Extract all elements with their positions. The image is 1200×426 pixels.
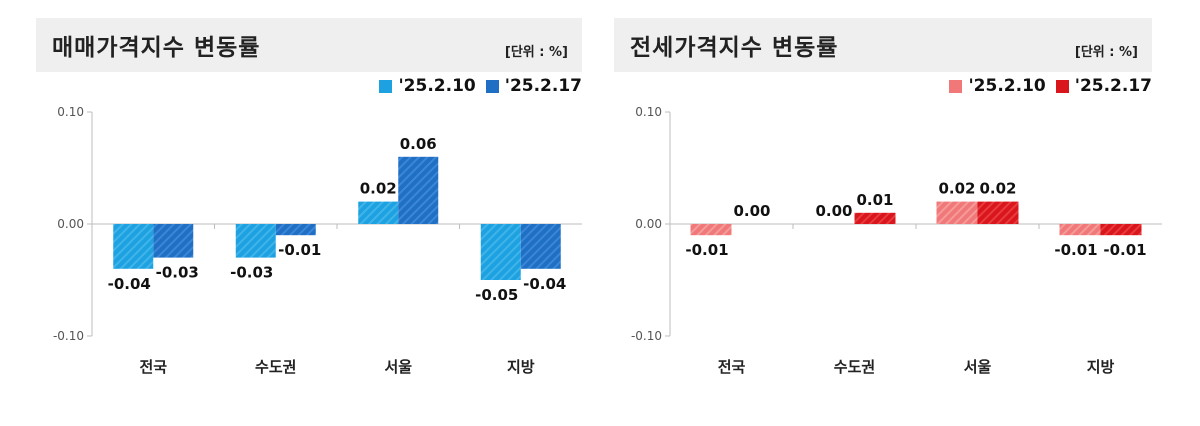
legend-item-series-2: '25.2.17	[485, 76, 582, 96]
bar-서울-series-1	[936, 201, 978, 224]
data-label: -0.01	[1054, 241, 1097, 259]
legend-swatch	[1055, 79, 1069, 93]
bar-전국-series-1	[690, 224, 732, 236]
data-label: -0.04	[523, 275, 566, 293]
category-label: 수도권	[834, 358, 875, 376]
data-label: 0.00	[733, 202, 770, 220]
bar-전국-series-2	[153, 224, 194, 258]
chart-title: 전세가격지수 변동률	[630, 35, 839, 61]
data-label: -0.04	[108, 275, 151, 293]
category-label: 전국	[139, 358, 167, 376]
jeonse-price-panel: 전세가격지수 변동률 [단위 : %] '25.2.10 '25.2.17 0.…	[612, 0, 1172, 426]
data-label: -0.01	[278, 241, 321, 259]
data-label: -0.03	[156, 264, 199, 282]
bar-수도권-series-2	[275, 224, 316, 236]
legend-label: '25.2.17	[1074, 76, 1152, 96]
data-label: -0.03	[230, 264, 273, 282]
legend-swatch	[949, 79, 963, 93]
legend-swatch	[379, 79, 393, 93]
bar-서울-series-2	[398, 156, 439, 224]
y-tick-label: 0.10	[57, 105, 84, 119]
chart-title: 매매가격지수 변동률	[52, 35, 261, 61]
legend-swatch	[485, 79, 499, 93]
category-label: 전국	[718, 358, 746, 376]
category-label: 수도권	[255, 358, 296, 376]
y-tick-label: 0.10	[635, 105, 662, 119]
bar-전국-series-1	[113, 224, 154, 269]
chart-legend: '25.2.10 '25.2.17	[949, 76, 1152, 96]
legend-label: '25.2.10	[968, 76, 1046, 96]
y-tick-label: 0.00	[635, 217, 662, 231]
y-tick-label: -0.10	[631, 329, 662, 343]
legend-item-series-1: '25.2.10	[379, 76, 476, 96]
legend-label: '25.2.17	[504, 76, 582, 96]
data-label: 0.02	[979, 180, 1016, 198]
legend-item-series-1: '25.2.10	[949, 76, 1046, 96]
data-label: -0.05	[475, 286, 518, 304]
data-label: 0.01	[856, 191, 893, 209]
bar-지방-series-1	[1059, 224, 1101, 236]
data-label: 0.02	[938, 180, 975, 198]
bar-지방-series-2	[520, 224, 561, 269]
chart-title-bar: 매매가격지수 변동률 [단위 : %]	[36, 18, 582, 72]
chart-legend: '25.2.10 '25.2.17	[379, 76, 582, 96]
bar-지방-series-1	[480, 224, 521, 280]
data-label: 0.02	[360, 180, 397, 198]
sale-price-bar-chart: 0.10 0.00 -0.10 -0.04 -0.03 전국 -0.03 -0.01 수도권 0.…	[53, 105, 582, 376]
bar-서울-series-2	[977, 201, 1019, 224]
category-label: 서울	[384, 358, 412, 376]
bar-수도권-series-1	[235, 224, 276, 258]
data-label: 0.06	[400, 135, 437, 153]
category-label: 지방	[507, 358, 535, 376]
unit-label: [단위 : %]	[504, 45, 568, 60]
sale-price-panel: 매매가격지수 변동률 [단위 : %] '25.2.10 '25.2.17 0.…	[18, 0, 582, 426]
unit-label: [단위 : %]	[1074, 45, 1138, 60]
legend-item-series-2: '25.2.17	[1055, 76, 1152, 96]
bar-서울-series-1	[358, 201, 399, 224]
y-tick-label: -0.10	[53, 329, 84, 343]
bar-지방-series-2	[1100, 224, 1142, 236]
data-label: -0.01	[1103, 241, 1146, 259]
chart-title-bar: 전세가격지수 변동률 [단위 : %]	[614, 18, 1152, 72]
y-tick-label: 0.00	[57, 217, 84, 231]
data-label: 0.00	[815, 202, 852, 220]
legend-label: '25.2.10	[398, 76, 476, 96]
bar-수도권-series-2	[854, 212, 896, 224]
category-label: 서울	[964, 358, 992, 376]
data-label: -0.01	[685, 241, 728, 259]
category-label: 지방	[1087, 358, 1115, 376]
